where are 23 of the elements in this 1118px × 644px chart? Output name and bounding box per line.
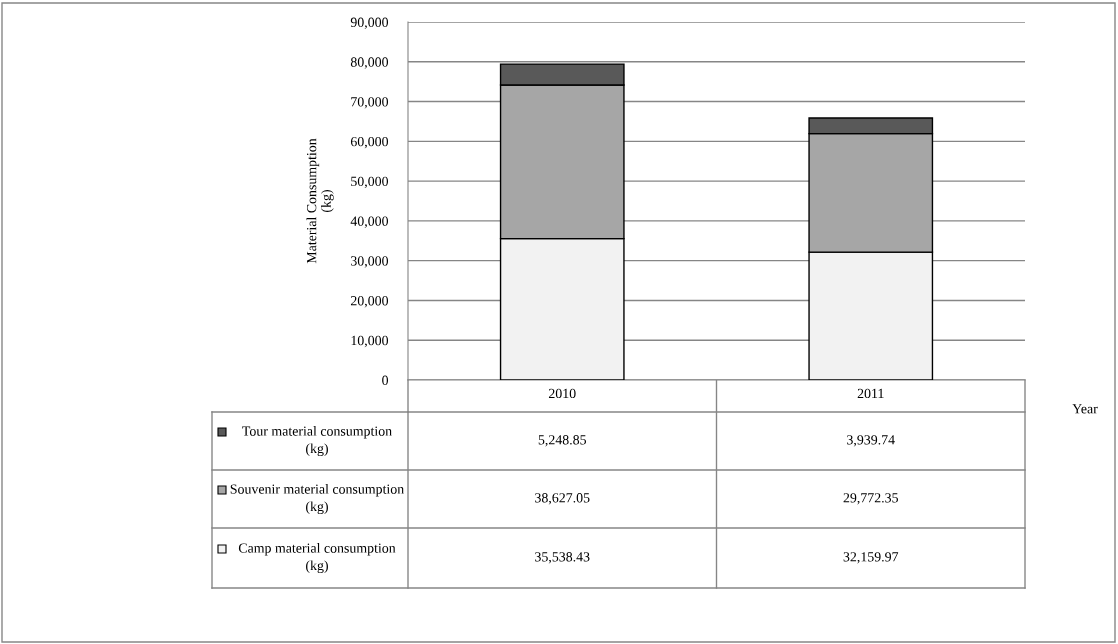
data-label: 35,538.43 <box>535 552 590 564</box>
data-label: 38,627.05 <box>535 493 590 505</box>
y-tick-label: 10,000 <box>351 335 389 348</box>
x-tick-label: 2010 <box>548 388 576 399</box>
y-tick-label: 20,000 <box>350 296 389 308</box>
legend-label: Camp material consumption (kg) <box>238 542 396 574</box>
x-axis-title: Year <box>1072 404 1098 414</box>
y-tick-label: 80,000 <box>350 57 389 69</box>
legend-label: Tour material consumption (kg) <box>242 425 392 457</box>
data-label: 32,159.97 <box>843 552 899 564</box>
legend-label: Souvenir material consumption (kg) <box>230 483 404 515</box>
y-tick-label: 30,000 <box>351 256 389 268</box>
y-tick-label: 40,000 <box>350 216 389 228</box>
y-tick-label: 60,000 <box>350 136 389 149</box>
data-label: 3,939.74 <box>847 435 895 447</box>
data-label: 29,772.35 <box>843 493 898 505</box>
y-tick-label: 90,000 <box>350 17 389 29</box>
data-label: 5,248.85 <box>538 435 587 447</box>
y-axis-title: Material Consumption (kg) <box>306 138 334 264</box>
y-tick-label: 0 <box>382 375 389 385</box>
y-tick-label: 70,000 <box>351 97 389 109</box>
y-tick-label: 50,000 <box>351 176 389 189</box>
x-tick-label: 2011 <box>857 388 884 399</box>
